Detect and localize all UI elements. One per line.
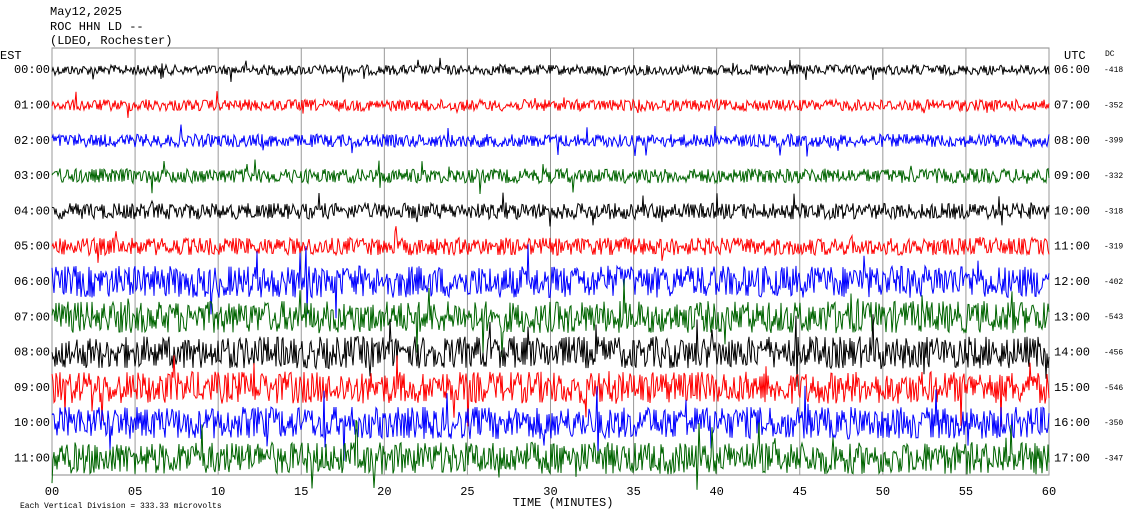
est-label: EST <box>0 49 22 63</box>
x-axis-label: TIME (MINUTES) <box>513 496 614 510</box>
est-time: 05:00 <box>14 240 50 254</box>
est-time: 08:00 <box>14 346 50 360</box>
est-time: 01:00 <box>14 98 50 112</box>
utc-time: 06:00 <box>1054 63 1090 77</box>
utc-time: 07:00 <box>1054 98 1090 112</box>
x-tick-label: 15 <box>294 485 308 499</box>
utc-time: 15:00 <box>1054 381 1090 395</box>
dc-value: -418 <box>1104 66 1123 75</box>
est-time: 07:00 <box>14 310 50 324</box>
dc-value: -332 <box>1104 172 1123 181</box>
dc-value: -347 <box>1104 454 1123 463</box>
utc-time: 11:00 <box>1054 240 1090 254</box>
x-tick-label: 30 <box>543 485 557 499</box>
dc-value: -319 <box>1104 243 1123 252</box>
x-tick-label: 40 <box>709 485 723 499</box>
utc-label: UTC <box>1064 49 1086 63</box>
header-line: ROC HHN LD -- <box>50 20 144 34</box>
est-time: 09:00 <box>14 381 50 395</box>
dc-value: -352 <box>1104 101 1123 110</box>
est-time: 04:00 <box>14 204 50 218</box>
x-tick-label: 25 <box>460 485 474 499</box>
header-line: (LDEO, Rochester) <box>50 34 172 48</box>
x-tick-label: 20 <box>377 485 391 499</box>
x-tick-label: 00 <box>45 485 59 499</box>
est-time: 11:00 <box>14 451 50 465</box>
x-tick-label: 10 <box>211 485 225 499</box>
utc-time: 08:00 <box>1054 134 1090 148</box>
dc-value: -402 <box>1104 278 1123 287</box>
utc-time: 14:00 <box>1054 346 1090 360</box>
x-tick-label: 35 <box>626 485 640 499</box>
dc-value: -543 <box>1104 313 1123 322</box>
x-tick-label: 60 <box>1042 485 1056 499</box>
x-tick-label: 05 <box>128 485 142 499</box>
utc-time: 17:00 <box>1054 451 1090 465</box>
est-time: 02:00 <box>14 134 50 148</box>
utc-time: 16:00 <box>1054 416 1090 430</box>
est-time: 10:00 <box>14 416 50 430</box>
footer: Each Vertical Division = 333.33 microvol… <box>20 502 222 511</box>
dc-value: -350 <box>1104 419 1123 428</box>
est-time: 03:00 <box>14 169 50 183</box>
x-tick-label: 50 <box>876 485 890 499</box>
x-tick-label: 45 <box>793 485 807 499</box>
est-time: 00:00 <box>14 63 50 77</box>
utc-time: 10:00 <box>1054 204 1090 218</box>
est-time: 06:00 <box>14 275 50 289</box>
dc-label: DC <box>1105 50 1115 59</box>
utc-time: 12:00 <box>1054 275 1090 289</box>
x-tick-label: 55 <box>959 485 973 499</box>
header-line: May12,2025 <box>50 5 122 19</box>
utc-time: 09:00 <box>1054 169 1090 183</box>
dc-value: -546 <box>1104 384 1123 393</box>
utc-time: 13:00 <box>1054 310 1090 324</box>
helicorder: May12,2025 ROC HHN LD -- (LDEO, Rocheste… <box>0 0 1130 519</box>
dc-value: -399 <box>1104 137 1123 146</box>
dc-value: -318 <box>1104 207 1123 216</box>
dc-value: -456 <box>1104 349 1123 358</box>
